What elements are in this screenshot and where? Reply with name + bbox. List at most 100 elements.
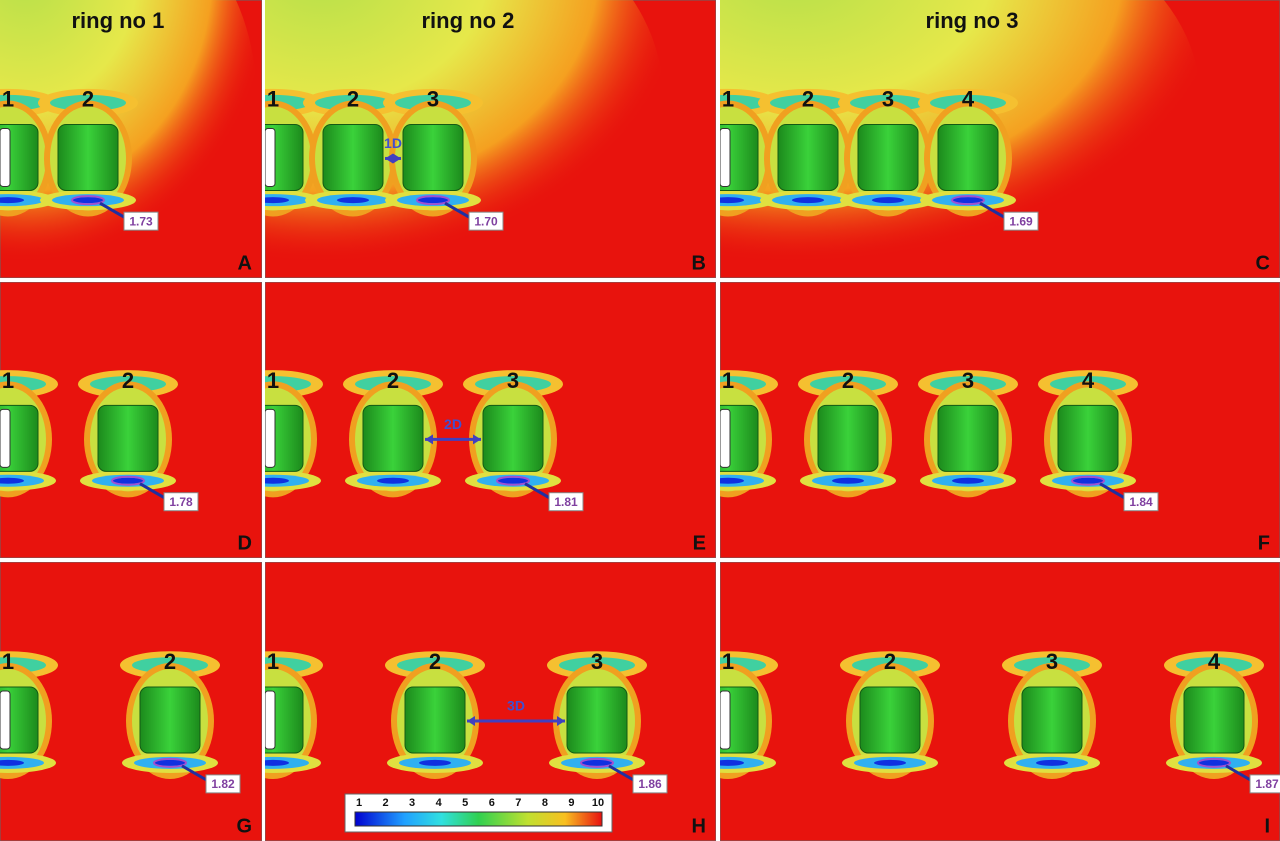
max-marker	[1197, 757, 1231, 768]
cylinder	[57, 123, 119, 191]
ring-label: 1	[267, 649, 279, 674]
cylinder	[1183, 686, 1245, 754]
ring-label: 4	[1082, 368, 1095, 393]
bottom-core	[154, 759, 186, 766]
max-marker	[1071, 475, 1105, 486]
panel-letter: D	[238, 532, 252, 554]
ring-label: 4	[962, 87, 975, 112]
ring-label: 1	[2, 649, 14, 674]
panel: 1 2 3 1.81 2D E	[265, 282, 716, 558]
bottom-core	[720, 477, 744, 484]
cylinder	[1057, 404, 1119, 472]
panel: 1 2 1.73 A	[0, 0, 262, 278]
colorbar-tick-label: 10	[592, 797, 604, 809]
cylinder	[97, 404, 159, 472]
ring-label: 1	[722, 87, 734, 112]
value-label: 1.69	[1009, 214, 1033, 228]
bottom-core	[952, 197, 984, 204]
cylinder	[937, 404, 999, 472]
column-title: ring no 3	[926, 8, 1019, 33]
ring-label: 3	[591, 649, 603, 674]
ring-label: 3	[882, 87, 894, 112]
max-marker	[71, 195, 105, 206]
cylinder	[139, 686, 201, 754]
ring-label: 1	[267, 87, 279, 112]
pointer	[979, 201, 1007, 220]
cylinder	[566, 686, 628, 754]
value-box	[163, 492, 199, 512]
ring-label: 2	[122, 368, 134, 393]
panel-letter: G	[236, 815, 252, 837]
value-label: 1.81	[554, 495, 578, 509]
spacing-label: 1D	[384, 135, 402, 151]
ring-label: 2	[82, 87, 94, 112]
value-label: 1.86	[638, 777, 662, 791]
bottom-core	[419, 759, 451, 766]
panel-letter: I	[1264, 815, 1270, 837]
value-label: 1.87	[1255, 777, 1279, 791]
inlet	[0, 127, 11, 187]
inlet	[0, 690, 11, 750]
inlet	[265, 690, 276, 750]
bottom-core	[581, 759, 613, 766]
panel: 1 2 3 4 1.87 I	[720, 562, 1280, 841]
value-label: 1.70	[474, 214, 498, 228]
bottom-core	[0, 197, 24, 204]
panel-letter: C	[1256, 252, 1270, 274]
bottom-core	[265, 477, 289, 484]
value-box	[123, 211, 159, 231]
cylinder	[857, 123, 919, 191]
inlet	[265, 127, 276, 187]
ring-label: 2	[802, 87, 814, 112]
bottom-core	[872, 197, 904, 204]
colorbar-tick-label: 5	[462, 797, 468, 809]
ring-label: 1	[722, 649, 734, 674]
inlet	[0, 408, 11, 468]
bottom-core	[337, 197, 369, 204]
bottom-core	[720, 197, 744, 204]
pointer	[181, 764, 209, 783]
bottom-core	[0, 759, 24, 766]
panel: 1 2 3 1.70 1D B	[265, 0, 716, 278]
ring-label: 2	[884, 649, 896, 674]
ring-label: 1	[267, 368, 279, 393]
colorbar-tick-label: 2	[382, 797, 388, 809]
value-box	[632, 774, 668, 794]
bottom-core	[417, 197, 449, 204]
bottom-core	[0, 477, 24, 484]
value-box	[205, 774, 241, 794]
colorbar-tick-label: 4	[436, 797, 443, 809]
column-title: ring no 1	[71, 8, 164, 33]
cylinder	[777, 123, 839, 191]
panel: 1 2 3 4 1.84 F	[720, 282, 1280, 558]
value-label: 1.73	[129, 214, 153, 228]
value-box	[548, 492, 584, 512]
cylinder	[482, 404, 544, 472]
ring-label: 1	[2, 368, 14, 393]
bottom-core	[832, 477, 864, 484]
ring-label: 2	[347, 87, 359, 112]
max-marker	[580, 757, 614, 768]
pointer	[524, 482, 552, 501]
panel: 1 2 3 4 1.69 C	[720, 0, 1280, 278]
ring-label: 3	[427, 87, 439, 112]
ring-label: 2	[429, 649, 441, 674]
pointer	[444, 201, 472, 220]
max-marker	[153, 757, 187, 768]
cylinder	[322, 123, 384, 191]
panel: 1 2 3 1.86 3D H	[265, 562, 716, 841]
cylinder	[937, 123, 999, 191]
max-marker	[416, 195, 450, 206]
spacing-label: 2D	[444, 416, 462, 432]
colorbar-tick-label: 6	[489, 797, 495, 809]
colorbar	[354, 811, 603, 827]
value-box	[468, 211, 504, 231]
inlet	[265, 408, 276, 468]
cylinder	[402, 123, 464, 191]
bottom-core	[1198, 759, 1230, 766]
ring-label: 3	[1046, 649, 1058, 674]
panel-letter: F	[1258, 532, 1270, 554]
colorbar-tick-label: 8	[542, 797, 548, 809]
cylinder	[817, 404, 879, 472]
cylinder	[404, 686, 466, 754]
